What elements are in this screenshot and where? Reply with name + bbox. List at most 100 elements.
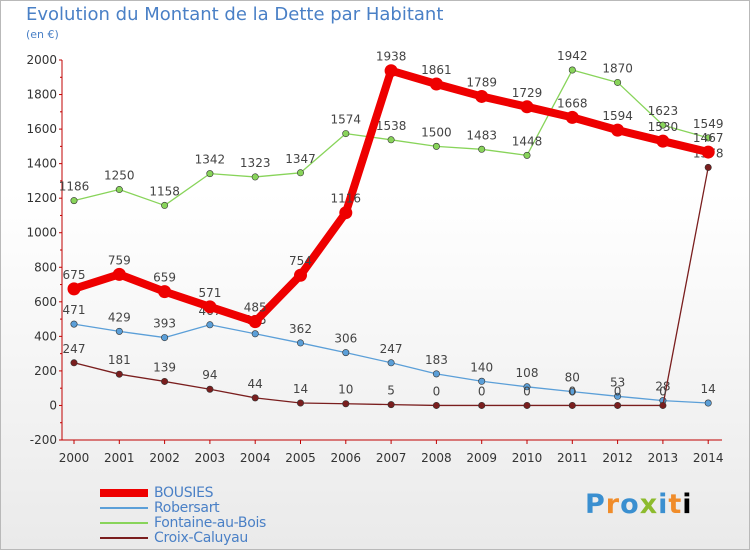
x-tick-label: 2010 (512, 451, 543, 465)
data-point (701, 145, 715, 159)
data-label: 1870 (602, 61, 633, 75)
x-tick-label: 2000 (59, 451, 90, 465)
data-label: 0 (659, 384, 667, 398)
data-label: 1549 (693, 117, 724, 131)
data-point (70, 359, 78, 367)
data-point (161, 201, 169, 209)
legend-item: Robersart (100, 500, 266, 516)
data-point (206, 385, 214, 393)
data-label: 247 (380, 342, 403, 356)
x-tick-label: 2007 (376, 451, 407, 465)
data-label: 362 (289, 322, 312, 336)
data-label: 1729 (512, 86, 543, 100)
data-point (429, 77, 443, 91)
y-tick-label: 1600 (26, 122, 57, 136)
data-point (158, 285, 172, 299)
data-point (206, 321, 214, 329)
data-point (659, 121, 667, 129)
data-label: 759 (108, 253, 131, 267)
x-tick-label: 2002 (149, 451, 180, 465)
data-label: 183 (425, 353, 448, 367)
data-label: 1158 (149, 184, 180, 198)
data-label: 675 (63, 268, 86, 282)
data-point (568, 401, 576, 409)
data-point (296, 399, 304, 407)
x-tick-label: 2009 (466, 451, 497, 465)
data-point (206, 170, 214, 178)
data-point (70, 197, 78, 205)
y-tick-label: 200 (34, 364, 57, 378)
data-label: 1861 (421, 63, 452, 77)
data-label: 393 (153, 317, 176, 331)
x-tick-label: 2006 (331, 451, 362, 465)
data-point (115, 327, 123, 335)
data-label: 306 (334, 332, 357, 346)
data-point (161, 334, 169, 342)
data-label: 14 (293, 382, 308, 396)
data-point (704, 399, 712, 407)
legend-swatch (100, 506, 148, 509)
x-tick-label: 2005 (285, 451, 316, 465)
data-point (568, 388, 576, 396)
data-point (251, 173, 259, 181)
data-point (387, 401, 395, 409)
data-label: 0 (568, 384, 576, 398)
x-tick-label: 2011 (557, 451, 588, 465)
data-label: 1342 (195, 153, 226, 167)
data-label: 94 (202, 368, 217, 382)
data-point (67, 282, 81, 296)
x-tick-label: 2008 (421, 451, 452, 465)
data-point (70, 320, 78, 328)
legend-item: Croix-Caluyau (100, 530, 266, 546)
legend-item: Fontaine-au-Bois (100, 515, 266, 531)
data-label: 247 (63, 342, 86, 356)
data-point (294, 268, 307, 282)
data-label: 0 (614, 384, 622, 398)
data-label: 1938 (376, 50, 407, 64)
data-label: 1323 (240, 156, 271, 170)
data-label: 181 (108, 353, 131, 367)
data-label: 0 (523, 384, 531, 398)
data-label: 1448 (512, 134, 543, 148)
data-point (704, 163, 712, 171)
data-label: 571 (198, 286, 221, 300)
data-label: 140 (470, 360, 493, 374)
legend-swatch (100, 521, 148, 524)
data-point (115, 370, 123, 378)
data-label: 1574 (331, 113, 362, 127)
logo-letter: i (682, 489, 693, 520)
data-label: 1594 (602, 109, 633, 123)
y-tick-label: 1000 (26, 226, 57, 240)
logo-letter: i (658, 489, 669, 520)
data-point (478, 377, 486, 385)
data-point (296, 339, 304, 347)
data-label: 1668 (557, 96, 588, 110)
data-point (339, 206, 353, 220)
y-tick-label: 1800 (26, 88, 57, 102)
data-label: 1942 (557, 49, 588, 63)
x-tick-label: 2003 (195, 451, 226, 465)
data-label: 485 (244, 301, 267, 315)
data-label: 1467 (693, 131, 724, 145)
data-label: 1530 (648, 120, 679, 134)
data-point (614, 78, 622, 86)
data-label: 1186 (59, 180, 90, 194)
data-label: 1538 (376, 119, 407, 133)
y-tick-label: 1400 (26, 157, 57, 171)
data-label: 14 (701, 382, 716, 396)
logo-letter: o (620, 489, 640, 520)
data-point (523, 383, 531, 391)
logo-letter: P (585, 489, 606, 520)
y-tick-label: 800 (34, 260, 57, 274)
x-tick-label: 2012 (602, 451, 633, 465)
chart-legend: BOUSIES Robersart Fontaine-au-Bois Croix-Ca… (100, 484, 266, 546)
data-point (387, 136, 395, 144)
data-label: 1500 (421, 125, 452, 139)
data-label: 1789 (466, 75, 497, 89)
legend-swatch (100, 488, 148, 497)
x-tick-label: 2001 (104, 451, 135, 465)
legend-label: BOUSIES (154, 484, 214, 501)
data-point (296, 169, 304, 177)
data-point (565, 110, 579, 124)
